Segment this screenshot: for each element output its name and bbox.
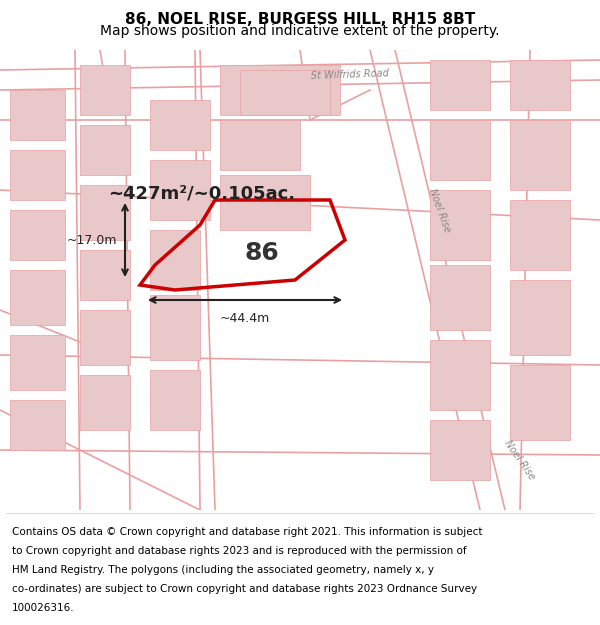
Polygon shape [430, 190, 490, 260]
Text: Map shows position and indicative extent of the property.: Map shows position and indicative extent… [100, 24, 500, 38]
Text: 86: 86 [245, 241, 279, 265]
Polygon shape [150, 230, 200, 290]
Polygon shape [10, 335, 65, 390]
Text: HM Land Registry. The polygons (including the associated geometry, namely x, y: HM Land Registry. The polygons (includin… [12, 565, 434, 575]
Polygon shape [510, 280, 570, 355]
Polygon shape [10, 270, 65, 325]
Polygon shape [10, 210, 65, 260]
Polygon shape [80, 375, 130, 430]
Polygon shape [430, 265, 490, 330]
Polygon shape [150, 370, 200, 430]
Text: ~427m²/~0.105ac.: ~427m²/~0.105ac. [109, 184, 295, 202]
Polygon shape [150, 160, 210, 220]
Polygon shape [150, 100, 210, 150]
Text: Noel Rise: Noel Rise [503, 438, 537, 482]
Polygon shape [430, 120, 490, 180]
Polygon shape [10, 400, 65, 450]
Text: St Wilfrids Road: St Wilfrids Road [311, 69, 389, 81]
Polygon shape [430, 340, 490, 410]
Polygon shape [220, 65, 340, 115]
Polygon shape [240, 70, 330, 115]
Polygon shape [10, 150, 65, 200]
Polygon shape [10, 90, 65, 140]
Text: 86, NOEL RISE, BURGESS HILL, RH15 8BT: 86, NOEL RISE, BURGESS HILL, RH15 8BT [125, 12, 475, 28]
Text: co-ordinates) are subject to Crown copyright and database rights 2023 Ordnance S: co-ordinates) are subject to Crown copyr… [12, 584, 477, 594]
Polygon shape [220, 120, 300, 170]
Polygon shape [80, 185, 130, 240]
Text: ~44.4m: ~44.4m [220, 312, 270, 325]
Text: 100026316.: 100026316. [12, 603, 74, 613]
Polygon shape [430, 420, 490, 480]
Polygon shape [510, 120, 570, 190]
Polygon shape [150, 295, 200, 360]
Text: Noel Rise: Noel Rise [427, 187, 452, 233]
Polygon shape [510, 200, 570, 270]
Polygon shape [80, 250, 130, 300]
Polygon shape [510, 365, 570, 440]
Polygon shape [430, 60, 490, 110]
Text: Contains OS data © Crown copyright and database right 2021. This information is : Contains OS data © Crown copyright and d… [12, 528, 482, 538]
Polygon shape [510, 60, 570, 110]
Text: to Crown copyright and database rights 2023 and is reproduced with the permissio: to Crown copyright and database rights 2… [12, 546, 467, 556]
Text: ~17.0m: ~17.0m [67, 234, 117, 246]
Polygon shape [80, 310, 130, 365]
Polygon shape [80, 65, 130, 115]
Polygon shape [80, 125, 130, 175]
Polygon shape [220, 175, 310, 230]
